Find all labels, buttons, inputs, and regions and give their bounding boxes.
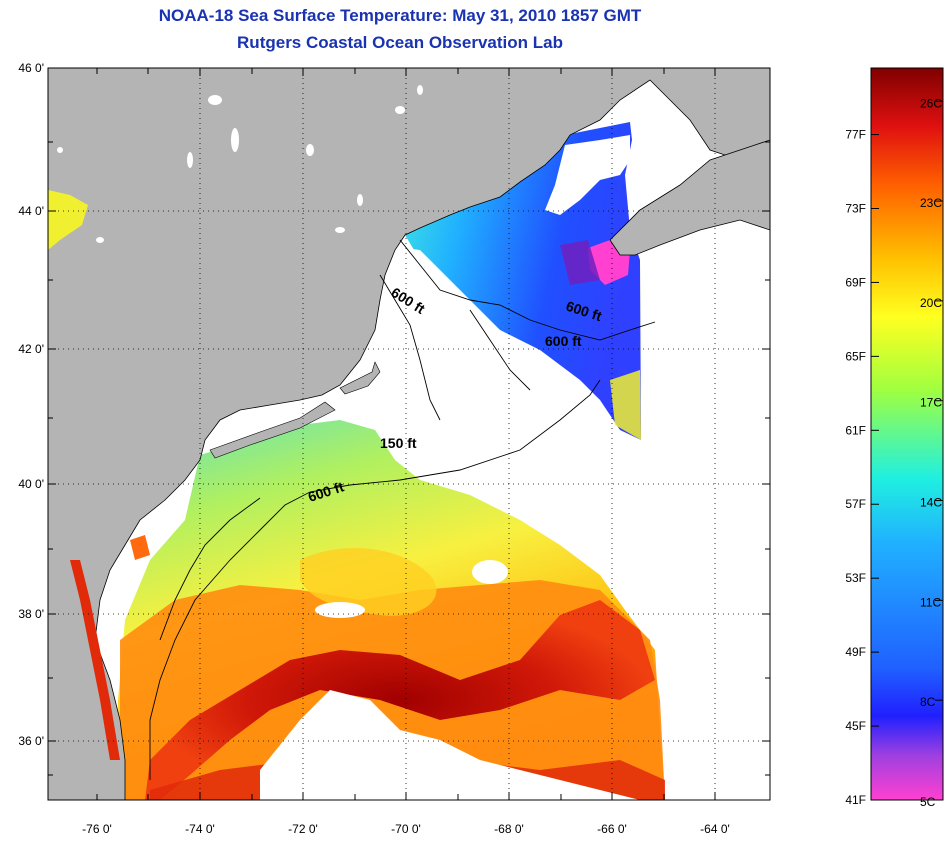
sst-eddy (300, 548, 437, 616)
latitude-tick-label: 36 0' (18, 734, 44, 748)
colorbar-celsius-label: 11C (920, 595, 941, 609)
latitude-tick-label: 40 0' (18, 477, 44, 491)
longitude-tick-label: -74 0' (185, 822, 215, 836)
sst-warm-eastern-edge (610, 370, 641, 440)
colorbar-fahrenheit-label: 73F (845, 201, 866, 215)
longitude-tick-label: -66 0' (597, 822, 627, 836)
sst-delaware-bay (130, 535, 150, 560)
colorbar-celsius-label: 20C (920, 296, 942, 310)
graticule (48, 68, 770, 800)
colorbar-fahrenheit-label: 77F (845, 128, 866, 142)
land-cape-cod (339, 361, 381, 395)
latitude-tick-label: 38 0' (18, 607, 44, 621)
map-title: NOAA-18 Sea Surface Temperature: May 31,… (158, 6, 642, 25)
colorbar-fahrenheit-label: 69F (845, 275, 866, 289)
isobaths (149, 239, 656, 780)
land-us-east-coast (48, 68, 770, 800)
colorbar-fahrenheit-label: 41F (845, 793, 866, 807)
colorbar-celsius-label: 8C (920, 695, 936, 709)
land-long-island (209, 401, 336, 459)
latitude-tick-label: 46 0' (18, 61, 44, 75)
colorbar-fahrenheit-label: 61F (845, 423, 866, 437)
inland-lakes (57, 85, 423, 243)
sst-chesapeake (70, 560, 120, 760)
longitude-tick-label: -76 0' (82, 822, 112, 836)
map-frame (47, 67, 771, 801)
longitude-tick-label: -72 0' (288, 822, 318, 836)
colorbar-fahrenheit-label: 57F (845, 497, 866, 511)
longitude-tick-label: -70 0' (391, 822, 421, 836)
land-nova-scotia (609, 139, 770, 256)
colorbar-labels: 26C 23C 20C 17C 14C 11C 8C 5C 77F 73F 69F 65F 61F 57F… (845, 96, 943, 809)
colorbar-celsius-label: 23C (920, 196, 942, 210)
latitude-tick-label: 44 0' (18, 204, 44, 218)
cloud-sargasso (260, 690, 640, 800)
map-subtitle: Rutgers Coastal Ocean Observation Lab (237, 33, 563, 52)
colorbar-fahrenheit-label: 65F (845, 349, 866, 363)
colorbar-fahrenheit-label: 45F (845, 719, 866, 733)
sst-gulf-of-maine (405, 122, 641, 440)
colorbar-fahrenheit-label: 53F (845, 571, 866, 585)
latitude-axis: 46 0' 44 0' 42 0' 40 0' 38 0' 36 0' (18, 61, 770, 776)
cloud-bay-of-fundy (545, 135, 630, 215)
colorbar-fahrenheit-label: 49F (845, 645, 866, 659)
sst-lake (48, 190, 88, 250)
map-area (48, 68, 770, 800)
longitude-axis: -76 0' -74 0' -72 0' -70 0' -68 0' -66 0' -64 … (82, 68, 730, 836)
longitude-tick-label: -68 0' (494, 822, 524, 836)
colorbar (870, 67, 944, 801)
latitude-tick-label: 42 0' (18, 342, 44, 356)
sst-gulfstream-core (145, 600, 655, 800)
colorbar-celsius-label: 17C (920, 396, 942, 410)
cloud-georges-bank (330, 245, 605, 470)
sst-purple-patch (560, 240, 600, 285)
colorbar-celsius-label: 14C (920, 496, 942, 510)
colorbar-celsius-label: 5C (920, 795, 936, 809)
isobath-label: 600 ft (545, 333, 582, 349)
colorbar-celsius-label: 26C (920, 96, 942, 110)
isobath-label: 150 ft (380, 435, 417, 451)
longitude-tick-label: -64 0' (700, 822, 730, 836)
